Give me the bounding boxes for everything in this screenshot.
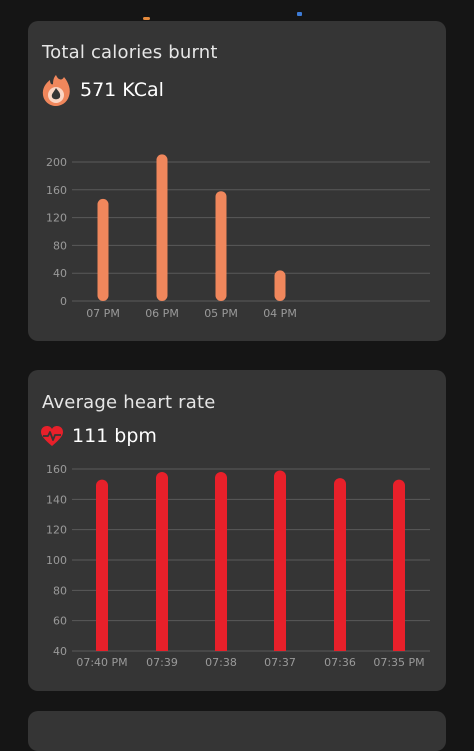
x-tick-label: 07:36: [324, 656, 356, 669]
chart-bar-base: [215, 645, 227, 651]
x-tick-label: 07 PM: [86, 307, 120, 320]
chart-bar[interactable]: [274, 270, 286, 301]
x-tick-label: 07:38: [205, 656, 237, 669]
chart-bar[interactable]: [215, 191, 227, 301]
x-tick-label: 07:35 PM: [373, 656, 424, 669]
calories-chart: 0 40 80 120 160 200 07 PM 06 PM 05 PM 04 PM: [46, 154, 430, 320]
orange-fragment: [143, 17, 150, 20]
heart-rate-card[interactable]: Average heart rate 111 bpm 40 60 80 100 120 1…: [28, 370, 446, 691]
x-tick-label: 07:40 PM: [76, 656, 127, 669]
chart-bar[interactable]: [97, 198, 109, 301]
chart-bar[interactable]: [215, 472, 227, 651]
y-tick-label: 40: [53, 645, 67, 658]
y-tick-label: 120: [46, 212, 67, 225]
heart-rate-value-row: 111 bpm: [40, 425, 157, 447]
chart-bar[interactable]: [156, 472, 168, 651]
y-tick-label: 160: [46, 463, 67, 476]
chart-bar[interactable]: [393, 479, 405, 651]
card-title: Average heart rate: [42, 392, 216, 413]
x-tick-label: 05 PM: [204, 307, 238, 320]
y-tick-label: 100: [46, 554, 67, 567]
chart-bar[interactable]: [274, 470, 286, 651]
calories-value: 571 KCal: [80, 79, 164, 101]
chart-bar-base: [393, 645, 405, 651]
calories-value-row: 571 KCal: [40, 73, 164, 107]
calories-card[interactable]: Total calories burnt 571 KCal 0 40 80 120 16…: [28, 21, 446, 341]
y-tick-label: 200: [46, 156, 67, 169]
chart-bar-base: [334, 645, 346, 651]
chart-bar[interactable]: [334, 478, 346, 651]
card-title: Total calories burnt: [42, 42, 218, 63]
y-tick-label: 80: [53, 584, 67, 597]
flame-icon: [40, 73, 72, 107]
x-tick-label: 07:39: [146, 656, 178, 669]
y-tick-label: 120: [46, 524, 67, 537]
chart-bar-base: [274, 645, 286, 651]
heart-pulse-icon: [40, 425, 64, 447]
x-tick-label: 07:37: [264, 656, 296, 669]
blue-fragment: [297, 12, 302, 16]
y-tick-label: 40: [53, 267, 67, 280]
chart-bar-base: [156, 645, 168, 651]
y-tick-label: 140: [46, 493, 67, 506]
next-card[interactable]: [28, 711, 446, 751]
heart-rate-value: 111 bpm: [72, 425, 157, 447]
y-tick-label: 160: [46, 184, 67, 197]
y-tick-label: 60: [53, 615, 67, 628]
x-tick-label: 04 PM: [263, 307, 297, 320]
y-tick-label: 80: [53, 239, 67, 252]
chart-bar[interactable]: [156, 154, 168, 301]
x-tick-label: 06 PM: [145, 307, 179, 320]
chart-bar[interactable]: [96, 479, 108, 651]
y-tick-label: 0: [60, 295, 67, 308]
heart-rate-chart: 40 60 80 100 120 140 160 07:40 PM 07:39 07:38 07:3…: [46, 463, 430, 669]
chart-bar-base: [96, 645, 108, 651]
